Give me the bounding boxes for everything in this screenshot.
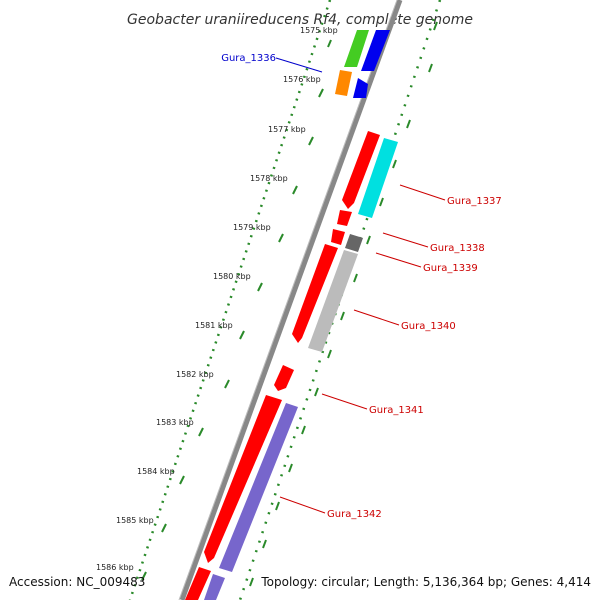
leader-line bbox=[399, 184, 446, 201]
gene-feature-gura-1336[interactable] bbox=[353, 78, 368, 98]
inner-tick-mark bbox=[406, 119, 411, 129]
backbone-highlight bbox=[178, 0, 398, 600]
kbp-label: 1576 kbp bbox=[283, 75, 321, 84]
map-title: Geobacter uraniireducens Rf4, complete g… bbox=[127, 12, 473, 28]
inner-tick-mark bbox=[340, 311, 345, 321]
gene-feature-red[interactable] bbox=[274, 365, 294, 391]
gene-feature-gura-1342[interactable] bbox=[219, 403, 298, 572]
inner-tick-mark bbox=[301, 425, 306, 435]
genome-backbone bbox=[179, 0, 403, 600]
gene-feature-green[interactable] bbox=[344, 30, 369, 67]
tick-mark bbox=[308, 136, 314, 146]
gene-label-gura-1339[interactable]: Gura_1339 bbox=[423, 263, 478, 274]
inner-tick-mark bbox=[353, 273, 358, 283]
tick-mark bbox=[198, 427, 204, 437]
gene-label-gura-1336[interactable]: Gura_1336 bbox=[221, 53, 276, 64]
kbp-label: 1581 kbp bbox=[195, 321, 233, 330]
inner-tick-mark bbox=[433, 21, 438, 31]
kbp-label: 1585 kbp bbox=[116, 516, 154, 525]
tick-mark bbox=[239, 330, 245, 340]
leader-line bbox=[279, 496, 326, 514]
inner-tick-mark bbox=[428, 63, 433, 73]
kbp-tick-marks bbox=[141, 39, 332, 581]
inner-tick-mark bbox=[275, 501, 280, 511]
gene-label-gura-1338[interactable]: Gura_1338 bbox=[430, 243, 485, 254]
gene-feature-gura-1338[interactable] bbox=[345, 234, 363, 252]
gene-feature-gura-1339[interactable] bbox=[308, 250, 358, 352]
tick-mark bbox=[257, 282, 263, 292]
gene-feature-gura-1337[interactable] bbox=[358, 138, 398, 218]
inner-tick-mark bbox=[288, 463, 293, 473]
kbp-label: 1586 kbp bbox=[96, 563, 134, 572]
gene-label-gura-1341[interactable]: Gura_1341 bbox=[369, 405, 424, 416]
gene-feature-purple[interactable] bbox=[204, 574, 225, 600]
inner-tick-mark bbox=[262, 539, 267, 549]
kbp-label: 1580 kbp bbox=[213, 272, 251, 281]
leader-line bbox=[375, 252, 422, 268]
gene-label-gura-1337[interactable]: Gura_1337 bbox=[447, 196, 502, 207]
inner-tick-marks bbox=[249, 21, 438, 587]
kbp-label: 1577 kbp bbox=[268, 125, 306, 134]
gene-feature-orange[interactable] bbox=[335, 70, 352, 96]
gene-feature-red[interactable] bbox=[331, 229, 345, 245]
gene-feature-blue[interactable] bbox=[361, 30, 390, 71]
genome-info-text: Topology: circular; Length: 5,136,364 bp… bbox=[260, 575, 591, 589]
tick-mark bbox=[318, 88, 324, 98]
leader-line bbox=[321, 393, 368, 410]
inner-tick-mark bbox=[314, 387, 319, 397]
gene-feature-red[interactable] bbox=[292, 244, 338, 343]
tick-mark bbox=[161, 523, 167, 533]
kbp-label: 1582 kbp bbox=[176, 370, 214, 379]
outer-scale-ring bbox=[128, 0, 332, 600]
gene-label-gura-1342[interactable]: Gura_1342 bbox=[327, 509, 382, 520]
kbp-label: 1584 kbp bbox=[137, 467, 175, 476]
gene-feature-red[interactable] bbox=[204, 395, 282, 563]
gene-label-gura-1340[interactable]: Gura_1340 bbox=[401, 321, 456, 332]
tick-mark bbox=[327, 39, 332, 48]
kbp-label: 1579 kbp bbox=[233, 223, 271, 232]
tick-mark bbox=[278, 233, 284, 243]
leader-line bbox=[353, 309, 400, 326]
kbp-label: 1583 kbp bbox=[156, 418, 194, 427]
tick-mark bbox=[141, 571, 147, 581]
gene-feature-red[interactable] bbox=[185, 567, 211, 600]
inner-tick-mark bbox=[249, 577, 254, 587]
inner-tick-mark bbox=[366, 235, 371, 245]
tick-mark bbox=[179, 475, 185, 485]
gene-feature-red[interactable] bbox=[337, 210, 352, 226]
inner-tick-mark bbox=[392, 159, 397, 169]
leader-line bbox=[275, 57, 323, 73]
kbp-label: 1578 kbp bbox=[250, 174, 288, 183]
leader-line bbox=[382, 232, 429, 248]
tick-mark bbox=[292, 185, 298, 195]
kbp-label: 1575 kbp bbox=[300, 26, 338, 35]
inner-tick-mark bbox=[379, 197, 384, 207]
accession-text: Accession: NC_009483 bbox=[9, 575, 145, 589]
tick-mark bbox=[224, 379, 230, 389]
inner-tick-mark bbox=[327, 349, 332, 359]
gene-feature-red[interactable] bbox=[342, 131, 380, 209]
